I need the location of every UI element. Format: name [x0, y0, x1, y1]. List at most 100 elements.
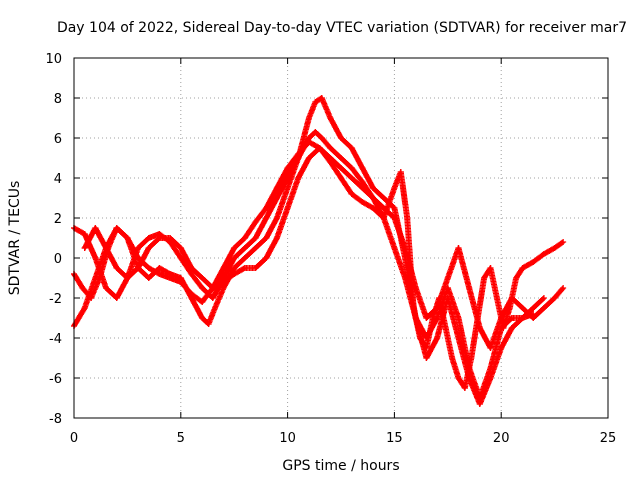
data-point-2-3 — [96, 275, 103, 281]
data-point-3-24 — [338, 165, 344, 171]
data-point-2-15 — [211, 305, 218, 311]
data-point-2-26 — [318, 95, 325, 101]
data-point-2-1 — [79, 285, 86, 291]
series-trail-1 — [71, 129, 566, 351]
data-point-0-1 — [81, 305, 88, 311]
data-point-3-6 — [145, 245, 152, 251]
data-point-3-2 — [103, 245, 110, 251]
data-point-3-12 — [209, 285, 216, 291]
data-point-1-18 — [263, 215, 270, 221]
data-point-2-10 — [167, 271, 174, 277]
data-point-0-30 — [391, 185, 398, 191]
data-point-3-16 — [252, 265, 259, 271]
data-point-1-15 — [231, 255, 238, 261]
y-tick-label-6: 4 — [54, 172, 62, 187]
data-point-1-27 — [348, 165, 355, 171]
data-point-3-0 — [81, 245, 88, 251]
data-point-2-8 — [145, 275, 152, 281]
axis-ticks: 0 5 10 15 20 25 -8 -6 -4 -2 0 2 4 6 8 10 — [45, 52, 616, 446]
data-point-3-18 — [273, 235, 280, 241]
y-tick-label-7: 6 — [54, 132, 62, 147]
data-point-3-27 — [370, 195, 377, 201]
data-point-2-22 — [284, 185, 291, 191]
data-point-2-13 — [199, 315, 206, 321]
data-point-0-28 — [370, 205, 377, 211]
data-point-1-45 — [540, 305, 547, 311]
data-point-0-18 — [263, 205, 270, 211]
data-point-1-4 — [113, 295, 120, 301]
data-point-2-30 — [359, 165, 366, 171]
data-point-0-39 — [449, 355, 456, 361]
data-point-1-41 — [498, 315, 505, 321]
series-trail-3 — [81, 145, 535, 401]
data-point-0-53 — [551, 245, 558, 251]
data-point-1-36 — [444, 275, 451, 281]
data-point-2-2 — [88, 295, 95, 301]
data-point-1-42 — [508, 295, 515, 301]
data-point-1-38 — [466, 285, 473, 291]
data-point-2-11 — [177, 275, 184, 281]
data-point-1-37 — [455, 245, 462, 251]
y-tick-label-0: -8 — [49, 412, 62, 427]
data-point-0-54 — [560, 239, 567, 245]
data-point-3-26 — [359, 185, 366, 191]
data-point-3-8 — [167, 235, 174, 241]
data-point-2-44 — [508, 325, 515, 331]
data-point-0-14 — [220, 265, 227, 271]
data-point-3-10 — [188, 265, 195, 271]
data-point-3-15 — [241, 265, 248, 271]
data-point-2-14 — [205, 321, 212, 327]
data-point-0-8 — [156, 271, 163, 277]
data-point-3-29 — [391, 245, 398, 251]
data-point-0-16 — [241, 235, 248, 241]
data-point-3-4 — [124, 275, 131, 281]
data-point-3-20 — [295, 175, 302, 181]
y-tick-label-4: 0 — [54, 252, 62, 267]
data-point-1-6 — [135, 245, 142, 251]
y-axis-label: SDTVAR / TECUs — [7, 181, 23, 296]
data-point-2-20 — [263, 235, 270, 241]
data-point-3-14 — [231, 271, 238, 277]
data-point-3-36 — [466, 365, 473, 371]
data-point-3-33 — [434, 315, 441, 321]
data-point-1-33 — [412, 285, 419, 291]
data-point-3-39 — [498, 325, 505, 331]
data-point-0-31 — [397, 169, 404, 175]
data-point-0-25 — [338, 175, 344, 181]
data-point-3-23 — [327, 155, 334, 161]
data-point-1-1 — [81, 231, 88, 237]
y-tick-label-3: -2 — [49, 292, 62, 307]
data-point-3-17 — [263, 255, 270, 261]
data-point-1-46 — [551, 295, 558, 301]
data-point-0-41 — [461, 385, 468, 391]
data-point-3-13 — [220, 279, 227, 285]
data-point-1-39 — [476, 325, 483, 331]
data-point-2-32 — [380, 195, 387, 201]
data-point-3-7 — [156, 235, 163, 241]
data-point-1-13 — [209, 295, 216, 301]
data-point-0-49 — [513, 275, 520, 281]
data-point-0-44 — [481, 275, 488, 281]
data-point-3-25 — [348, 175, 355, 181]
data-point-3-9 — [177, 245, 184, 251]
data-point-1-30 — [380, 205, 387, 211]
data-point-1-11 — [188, 271, 195, 277]
data-point-0-40 — [455, 375, 462, 381]
data-point-0-46 — [493, 295, 500, 301]
data-point-1-22 — [305, 135, 312, 141]
data-point-3-40 — [508, 315, 515, 321]
data-point-0-32 — [404, 215, 411, 221]
data-point-2-24 — [305, 115, 312, 121]
data-point-3-37 — [476, 395, 483, 401]
data-point-0-17 — [252, 219, 259, 225]
data-point-1-40 — [487, 345, 494, 351]
data-point-0-26 — [348, 191, 355, 197]
x-tick-label-1: 5 — [177, 431, 185, 446]
data-point-2-23 — [295, 155, 302, 161]
data-point-2-47 — [540, 295, 547, 301]
data-point-3-30 — [402, 275, 409, 281]
data-point-1-43 — [519, 305, 526, 311]
data-point-3-21 — [305, 155, 312, 161]
data-point-0-19 — [273, 185, 280, 191]
